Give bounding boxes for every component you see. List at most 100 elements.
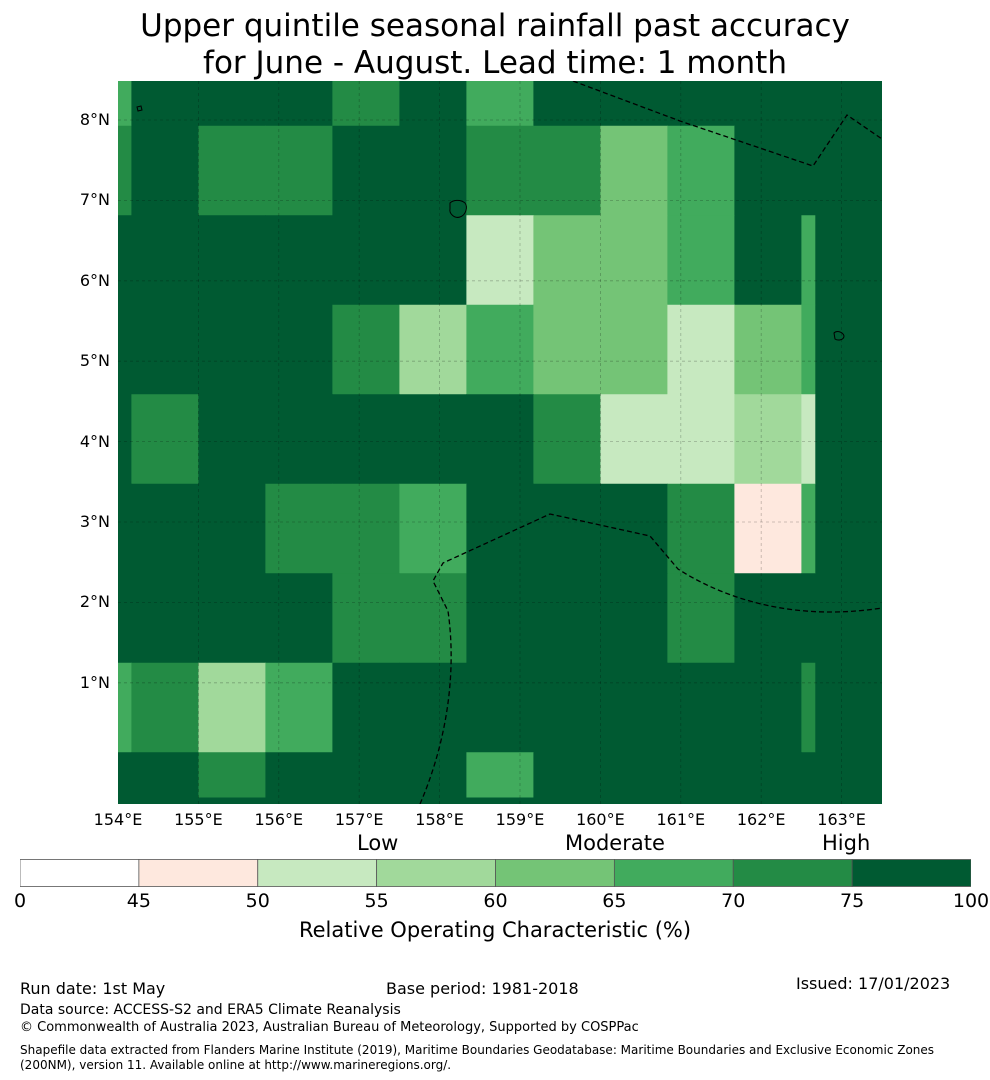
- grid-cell: [600, 752, 668, 798]
- colorbar-segment: [495, 859, 615, 887]
- grid-cell: [265, 394, 333, 485]
- grid-cell: [466, 752, 534, 798]
- island-kosrae: [833, 331, 845, 341]
- grid-cell: [332, 304, 400, 395]
- grid-cell: [734, 394, 802, 485]
- grid-cell: [734, 483, 802, 574]
- grid-cell: [466, 304, 534, 395]
- grid-cell: [118, 304, 132, 395]
- grid-cell: [265, 483, 333, 574]
- grid-cell: [265, 662, 333, 753]
- latitude-label: 7°N: [79, 190, 110, 210]
- category-low-label: Low: [357, 831, 399, 855]
- grid-cell: [533, 752, 601, 798]
- maritime-boundary-north: [572, 81, 882, 167]
- grid-cell: [118, 662, 132, 753]
- grid-cell: [466, 573, 534, 664]
- longitude-label: 156°E: [254, 810, 304, 829]
- grid-cell: [734, 125, 802, 216]
- grid-cell: [533, 662, 601, 753]
- grid-cell: [667, 573, 735, 664]
- grid-cell: [667, 752, 735, 798]
- grid-cell: [600, 662, 668, 753]
- colorbar-segment: [20, 859, 140, 887]
- grid-cell: [734, 81, 802, 127]
- grid-cell: [667, 215, 735, 306]
- shapefile-credit-line2: (200NM), version 11. Available online at…: [20, 1058, 452, 1072]
- grid-cell: [533, 394, 601, 485]
- issued-date: Issued: 17/01/2023: [796, 974, 951, 993]
- colorbar-segment: [732, 859, 853, 887]
- grid-cell: [801, 752, 816, 798]
- grid-cell: [265, 304, 333, 395]
- grid-cell: [265, 752, 333, 798]
- grid-cell: [801, 662, 816, 753]
- grid-cell: [265, 573, 333, 664]
- longitude-label: 155°E: [174, 810, 223, 829]
- grid-cell: [466, 394, 534, 485]
- grid-cell: [533, 304, 601, 395]
- latitude-label: 1°N: [79, 672, 110, 692]
- grid-cell: [399, 752, 467, 798]
- longitude-label: 162°E: [736, 810, 786, 829]
- rainfall-accuracy-map: [118, 81, 882, 804]
- grid-cell: [600, 483, 668, 574]
- colorbar-segment: [851, 859, 971, 887]
- grid-cell: [533, 573, 601, 664]
- latitude-label: 4°N: [79, 431, 110, 451]
- grid-cell: [198, 304, 266, 395]
- colorbar-tick-label: 45: [126, 890, 151, 912]
- base-period: Base period: 1981-2018: [386, 979, 579, 998]
- grid-cell: [801, 483, 816, 574]
- grid-cell: [118, 394, 132, 485]
- grid-cell: [332, 394, 400, 485]
- grid-cell: [118, 752, 132, 798]
- island-small-nw: [136, 105, 143, 112]
- island-pohnpei: [449, 199, 467, 218]
- longitude-label: 159°E: [495, 810, 545, 829]
- grid-cell: [399, 81, 467, 127]
- latitude-label: 6°N: [79, 270, 110, 290]
- grid-cell: [667, 483, 735, 574]
- colorbar-tick-label: 0: [13, 890, 27, 912]
- colorbar-tick-label: 65: [602, 890, 627, 912]
- grid-cell: [600, 125, 668, 216]
- grid-cell: [600, 304, 668, 395]
- grid-cell: [332, 662, 400, 753]
- grid-cell: [198, 662, 266, 753]
- grid-cell: [332, 483, 400, 574]
- grid-cell: [131, 81, 199, 127]
- longitude-label: 160°E: [576, 810, 625, 829]
- grid-cell: [198, 752, 266, 798]
- grid-cell: [734, 304, 802, 395]
- data-source: Data source: ACCESS-S2 and ERA5 Climate …: [20, 1002, 401, 1018]
- grid-cell: [801, 125, 816, 216]
- grid-cell: [118, 125, 132, 216]
- grid-cell: [399, 215, 467, 306]
- latitude-label: 8°N: [79, 110, 110, 129]
- latitude-label: 3°N: [79, 512, 110, 531]
- grid-cell: [265, 125, 333, 216]
- colorbar-tick-label: 60: [483, 890, 508, 912]
- latitude-label: 2°N: [79, 592, 110, 612]
- grid-cell: [734, 752, 802, 798]
- grid-cell: [332, 752, 400, 798]
- grid-cell: [332, 573, 400, 664]
- grid-cell: [198, 215, 266, 306]
- copyright: © Commonwealth of Australia 2023, Austra…: [20, 1020, 639, 1035]
- colorbar-tick-label: 50: [245, 890, 270, 912]
- grid-cell: [734, 215, 802, 306]
- grid-cell: [466, 483, 534, 574]
- grid-cell: [332, 81, 400, 127]
- grid-cell: [667, 125, 735, 216]
- grid-cell: [118, 215, 132, 306]
- grid-cell: [118, 573, 132, 664]
- colorbar-segment: [613, 859, 734, 887]
- longitude-label: 157°E: [334, 810, 384, 829]
- grid-cell: [332, 125, 400, 216]
- grid-cell: [118, 81, 132, 127]
- grid-cell: [131, 483, 199, 574]
- grid-cell: [801, 304, 816, 395]
- grid-cell: [198, 394, 266, 485]
- grid-cell: [399, 125, 467, 216]
